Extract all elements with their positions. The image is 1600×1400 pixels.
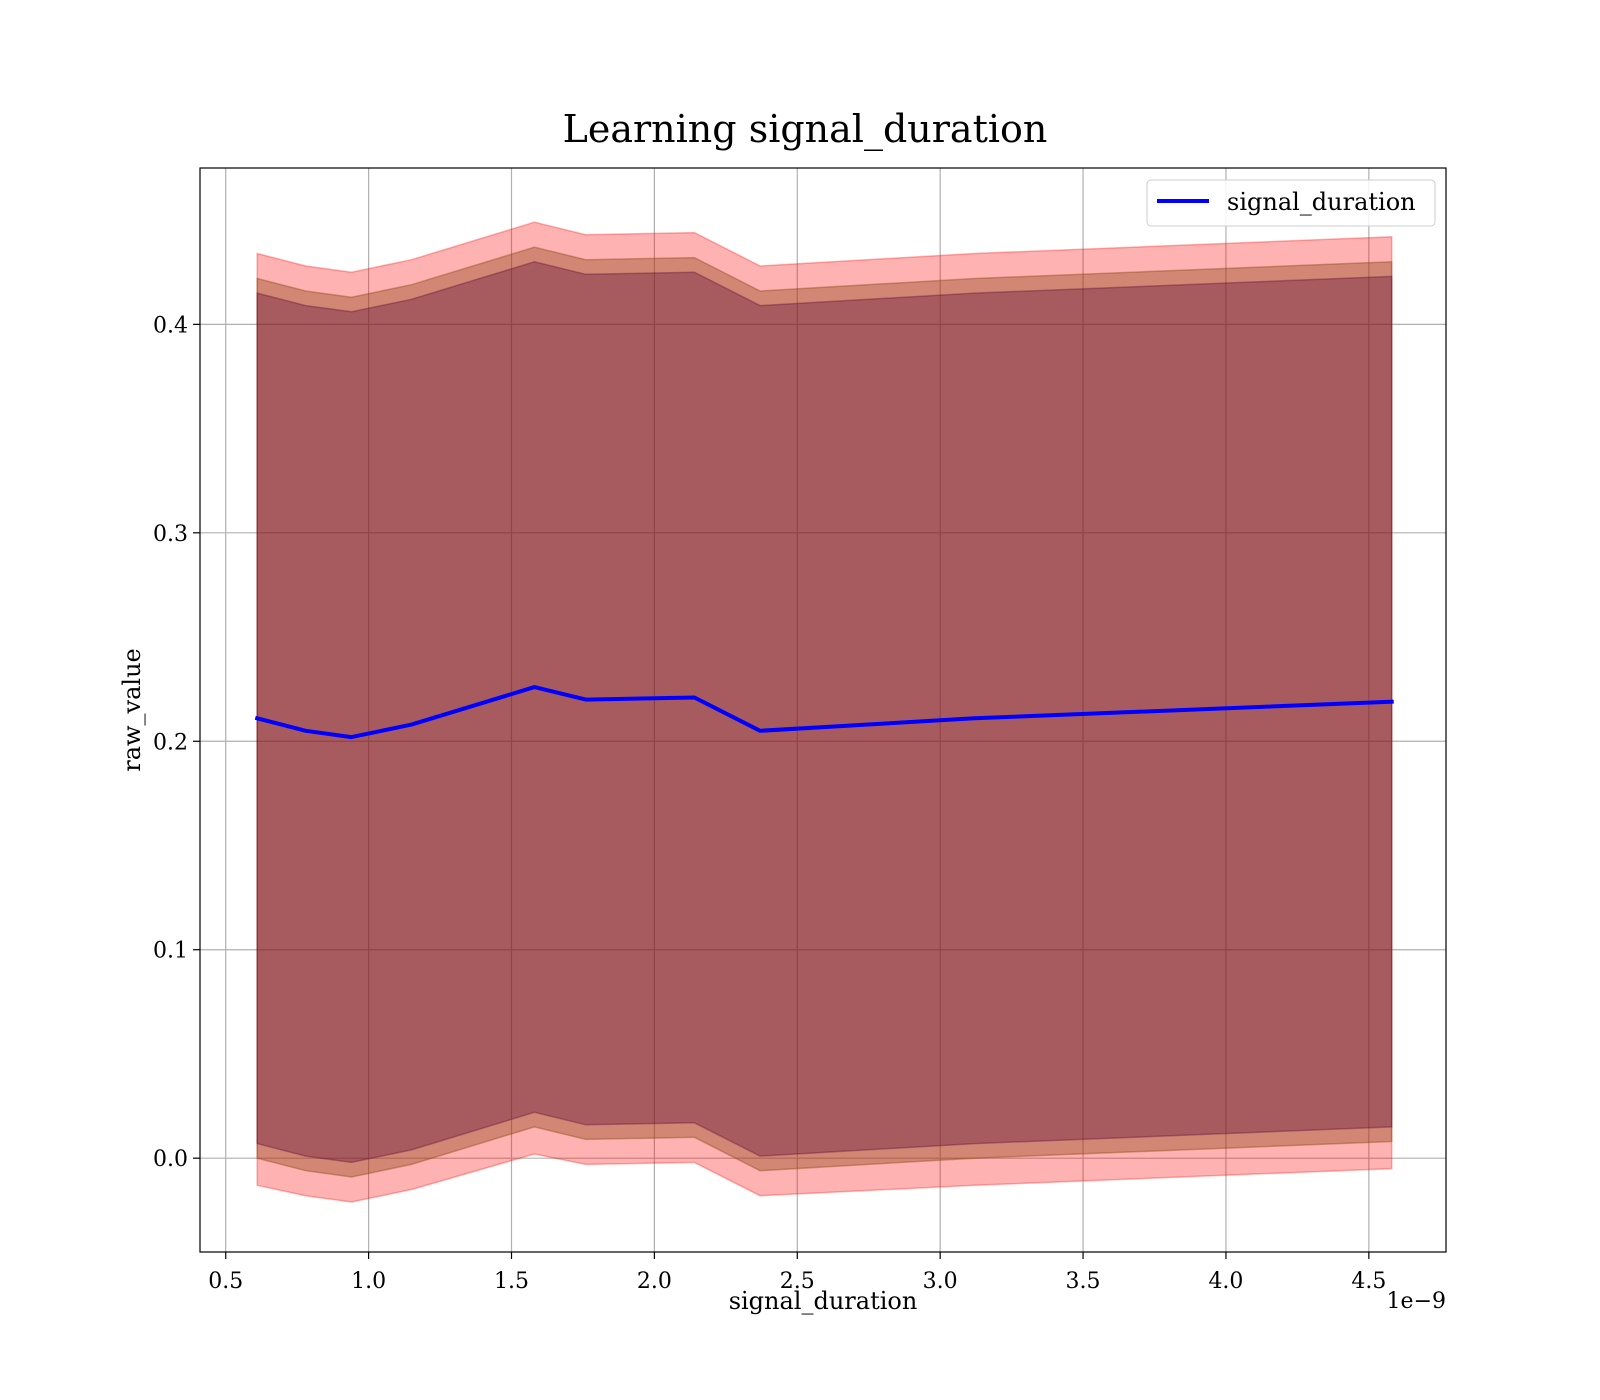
confidence-band-2 [256, 246, 1393, 1178]
confidence-bands [256, 221, 1393, 1203]
x-tick-label: 3.5 [1066, 1269, 1101, 1294]
x-tick-label: 4.5 [1351, 1269, 1386, 1294]
x-axis-label: signal_duration [729, 1287, 918, 1315]
y-tick-label: 0.0 [153, 1147, 188, 1172]
data-point [1391, 701, 1392, 702]
chart-title: Learning signal_duration [563, 107, 1048, 152]
y-tick-label: 0.3 [153, 522, 188, 547]
data-point [257, 718, 258, 719]
x-tick-label: 2.0 [637, 1269, 672, 1294]
y-axis-label: raw_value [118, 648, 146, 772]
axis-ticks: 0.5 1.0 1.5 2.0 2.5 3.0 3.5 4.0 4.5 0.0 0.1 0.2 0.3 0… [153, 313, 1386, 1294]
confidence-band-3 [256, 261, 1393, 1164]
legend: signal_duration [1146, 179, 1436, 227]
series-line-signal_duration [254, 685, 1394, 740]
data-point [351, 737, 352, 738]
legend-label: signal_duration [1227, 188, 1416, 216]
data-point [534, 687, 535, 688]
y-tick-label: 0.4 [153, 313, 188, 338]
legend-box [1146, 179, 1436, 227]
x-tick-label: 1.5 [494, 1269, 529, 1294]
data-point [694, 697, 695, 698]
confidence-band-1 [256, 221, 1393, 1203]
y-tick-label: 0.2 [153, 730, 188, 755]
x-tick-label: 3.0 [923, 1269, 958, 1294]
x-tick-label: 1.0 [351, 1269, 386, 1294]
x-tick-label: 0.5 [208, 1269, 243, 1294]
x-tick-label: 4.0 [1208, 1269, 1243, 1294]
data-point [411, 724, 412, 725]
grid [200, 168, 1446, 1252]
data-point [305, 730, 306, 731]
data-point [760, 730, 761, 731]
data-point [974, 718, 975, 719]
y-tick-label: 0.1 [153, 939, 188, 964]
x-tick-label: 2.5 [780, 1269, 815, 1294]
plot-frame [199, 167, 1447, 1253]
data-point [585, 699, 586, 700]
series-lines [254, 685, 1394, 740]
x-axis-offset-label: 1e−9 [1387, 1289, 1446, 1314]
